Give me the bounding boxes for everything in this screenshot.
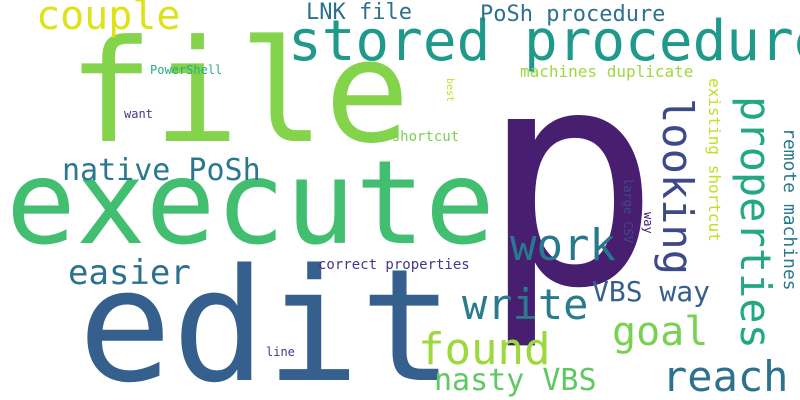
word-nasty-vbs: nasty VBS [434,366,597,396]
word-native-posh: native PoSh [62,156,261,186]
word-new-shortcut: new shortcut [358,130,459,144]
word-existing-shortcut: existing shortcut [706,78,722,242]
word-powershell: PowerShell [150,64,222,76]
word-looking: looking [656,98,698,275]
word-goal: goal [612,312,708,352]
word-want: want [124,108,153,120]
word-machines-duplicate: machines duplicate [520,64,693,80]
word-couple: couple [36,0,181,36]
word-lnk-file: LNK file [306,2,412,24]
word-vbs-way: VBS way [592,278,710,306]
word-correct-properties: correct properties [318,258,470,272]
word-write: write [462,284,588,326]
word-remote-machines: remote machines [780,128,798,291]
word-line: line [266,346,295,358]
word-posh-procedure: PoSh procedure [480,4,665,26]
word-easier: easier [68,256,191,290]
word-way-small: way [642,212,654,234]
word-properties: properties [734,96,776,349]
word-best: best [444,78,454,102]
word-reach: reach [662,356,788,398]
word-large-csv: large CSV [622,178,634,243]
word-work: work [510,224,616,268]
